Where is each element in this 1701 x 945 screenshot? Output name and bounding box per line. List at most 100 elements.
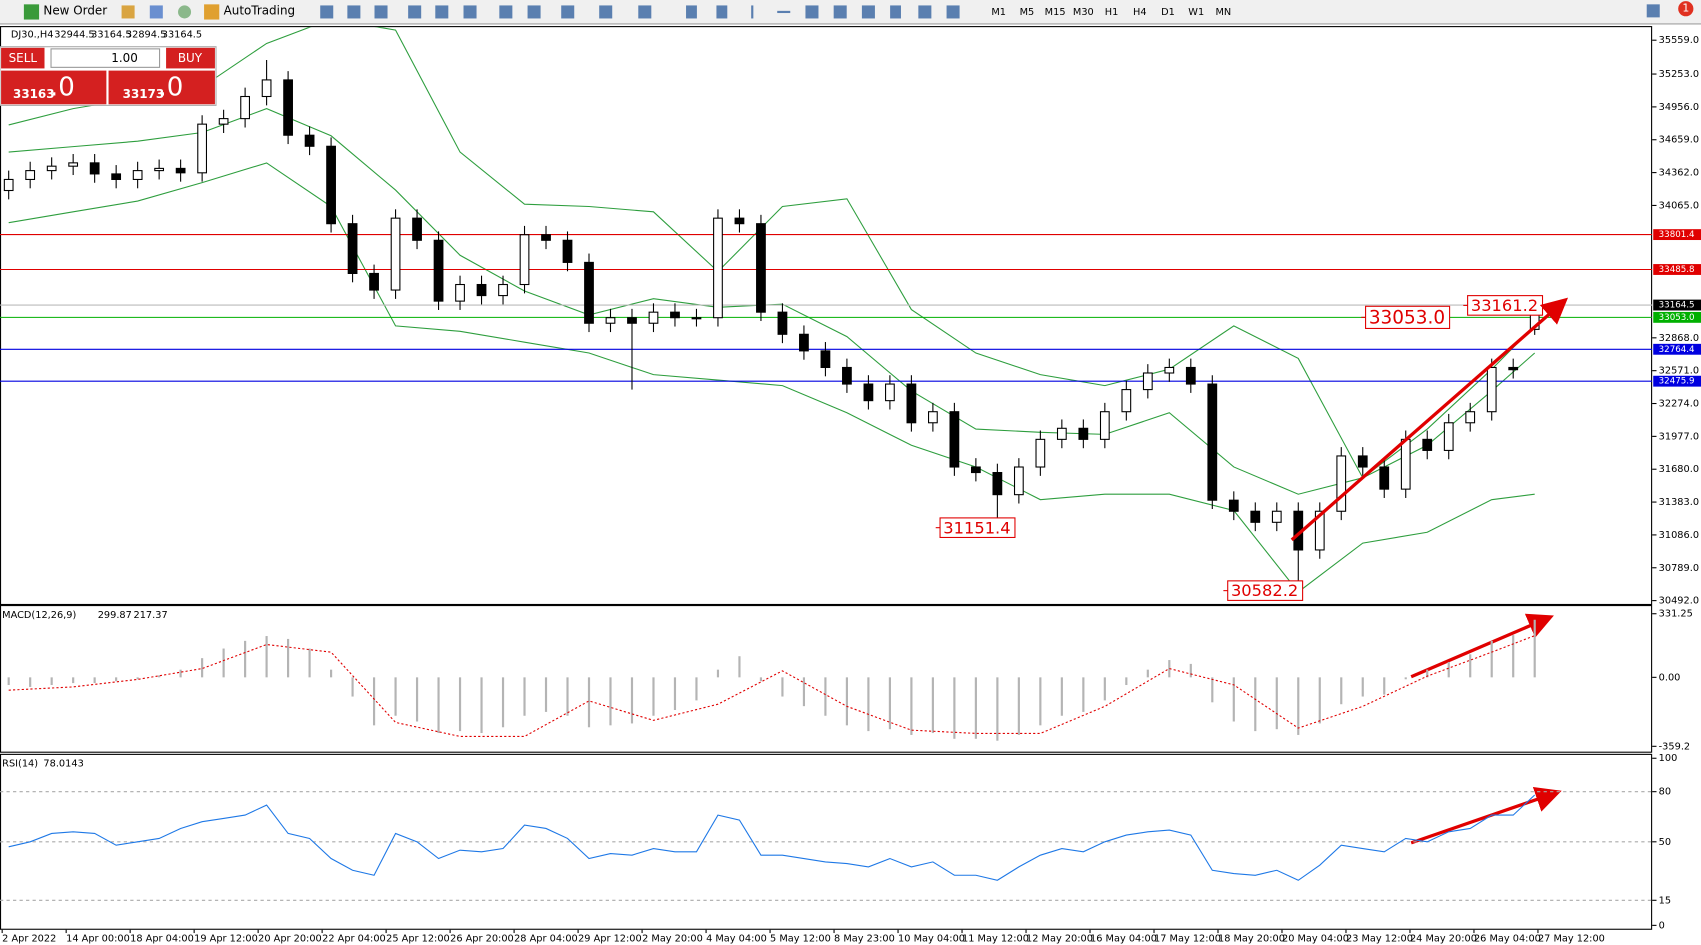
x-tick-label: 11 May 12:00 [962, 933, 1029, 944]
candle-body [369, 272, 379, 291]
icon[interactable] [374, 5, 388, 19]
candle-body [498, 283, 508, 297]
x-tick-label: 22 Apr 04:00 [322, 933, 386, 944]
icon[interactable] [149, 5, 163, 19]
icon[interactable] [918, 5, 932, 19]
bid-box[interactable] [1, 70, 107, 105]
lot-input[interactable] [50, 48, 161, 68]
candle-body [885, 383, 895, 402]
candle-body [240, 95, 250, 120]
x-tick-label: 14 Apr 00:00 [66, 933, 130, 944]
timeframe-button[interactable]: W1 [1188, 7, 1204, 18]
toolbar [0, 0, 1701, 24]
autotrading-button[interactable]: AutoTrading [224, 3, 295, 17]
icon[interactable] [890, 5, 901, 19]
icon[interactable] [561, 5, 575, 19]
candle-body [326, 145, 336, 225]
candle-body [648, 311, 659, 324]
sell-button[interactable] [1, 47, 45, 69]
alert-badge[interactable] [1678, 1, 1694, 17]
x-tick-label: 16 May 04:00 [1090, 933, 1157, 944]
y-tick-label: 34659.0 [1659, 135, 1699, 146]
candle-body [519, 234, 530, 286]
icon[interactable] [527, 5, 541, 19]
annotation-label: 33053.0 [1369, 307, 1445, 328]
candle-body [541, 234, 551, 241]
candle-body [627, 317, 637, 324]
timeframe-button[interactable]: M30 [1073, 7, 1094, 18]
candle-body [304, 134, 315, 147]
y-tick-label: 32868.0 [1659, 333, 1699, 344]
annotation-box [1227, 580, 1304, 601]
macd-signal-value: 217.37 [134, 610, 168, 621]
candle-body [455, 283, 465, 302]
candle-body [1164, 366, 1175, 374]
current-price-label: 33164.5 [1659, 301, 1695, 311]
current-price-box [1653, 299, 1701, 311]
y-tick-label: 35559.0 [1659, 35, 1699, 46]
icon[interactable] [833, 5, 847, 19]
icon[interactable] [178, 5, 192, 19]
candle-body [1379, 466, 1390, 490]
ask-box[interactable] [108, 70, 215, 105]
rsi-title: RSI(14) [2, 759, 38, 770]
timeframe-button[interactable]: H1 [1105, 7, 1119, 18]
buy-button[interactable] [166, 47, 215, 69]
icon[interactable] [946, 5, 960, 19]
candle-body [1142, 372, 1153, 391]
bollinger-middle [8, 108, 1536, 495]
candle-body [68, 162, 79, 167]
icon[interactable] [861, 5, 875, 19]
timeframe-button[interactable]: M5 [1020, 7, 1035, 18]
icon[interactable] [435, 5, 449, 19]
timeframe-button[interactable]: D1 [1161, 7, 1175, 18]
icon[interactable] [320, 5, 334, 19]
bid-main: 33163 [13, 87, 55, 101]
icon[interactable] [347, 5, 361, 19]
icon[interactable] [777, 10, 791, 14]
candle-body [1013, 466, 1024, 496]
candle-body [1314, 510, 1325, 551]
icon[interactable] [638, 5, 652, 19]
candle-body [1207, 383, 1218, 501]
timeframe-button[interactable]: H4 [1133, 7, 1147, 18]
icon[interactable] [599, 5, 613, 19]
timeframe-button[interactable]: MN [1216, 7, 1232, 18]
y-tick-label: 31680.0 [1659, 464, 1699, 475]
candle-body [111, 173, 122, 180]
autotrading-icon[interactable] [204, 4, 220, 20]
icon[interactable] [716, 5, 728, 19]
candle-body [1443, 422, 1454, 451]
y-tick-label: 0 [1659, 920, 1665, 931]
candle-body [1078, 427, 1089, 440]
icon[interactable] [751, 5, 754, 19]
icon[interactable] [805, 5, 819, 19]
x-tick-label: 25 Apr 12:00 [386, 933, 450, 944]
candle-body [842, 366, 852, 385]
new-order-button[interactable]: New Order [43, 3, 107, 17]
candle-body [283, 79, 293, 136]
y-tick-label: 35253.0 [1659, 69, 1699, 80]
icon[interactable] [463, 5, 477, 19]
icon[interactable] [686, 5, 697, 19]
icon[interactable] [499, 5, 513, 19]
icon[interactable] [121, 5, 135, 19]
timeframe-button[interactable]: M15 [1045, 7, 1066, 18]
x-tick-label: 24 May 20:00 [1410, 933, 1477, 944]
x-tick-label: 20 Apr 20:00 [258, 933, 322, 944]
icon[interactable] [408, 5, 422, 19]
lot-value: 1.00 [111, 51, 138, 65]
timeframe-button[interactable]: M1 [991, 7, 1006, 18]
level-label: 33485.8 [1659, 265, 1695, 275]
y-tick-label: 32274.0 [1659, 399, 1699, 410]
candle-body [992, 471, 1003, 496]
new-order-icon[interactable] [23, 4, 40, 20]
search-icon[interactable] [1646, 4, 1660, 18]
timeframes: M1 M5 M15 M30 H1 H4 D1 W1 MN [991, 7, 1231, 18]
candle-body [1508, 366, 1519, 371]
annotation-label: 30582.2 [1231, 581, 1298, 600]
annotation-box [1365, 305, 1451, 329]
ask-pips: .0 [158, 72, 183, 102]
ohlc-open: 32944.5 [54, 30, 94, 41]
